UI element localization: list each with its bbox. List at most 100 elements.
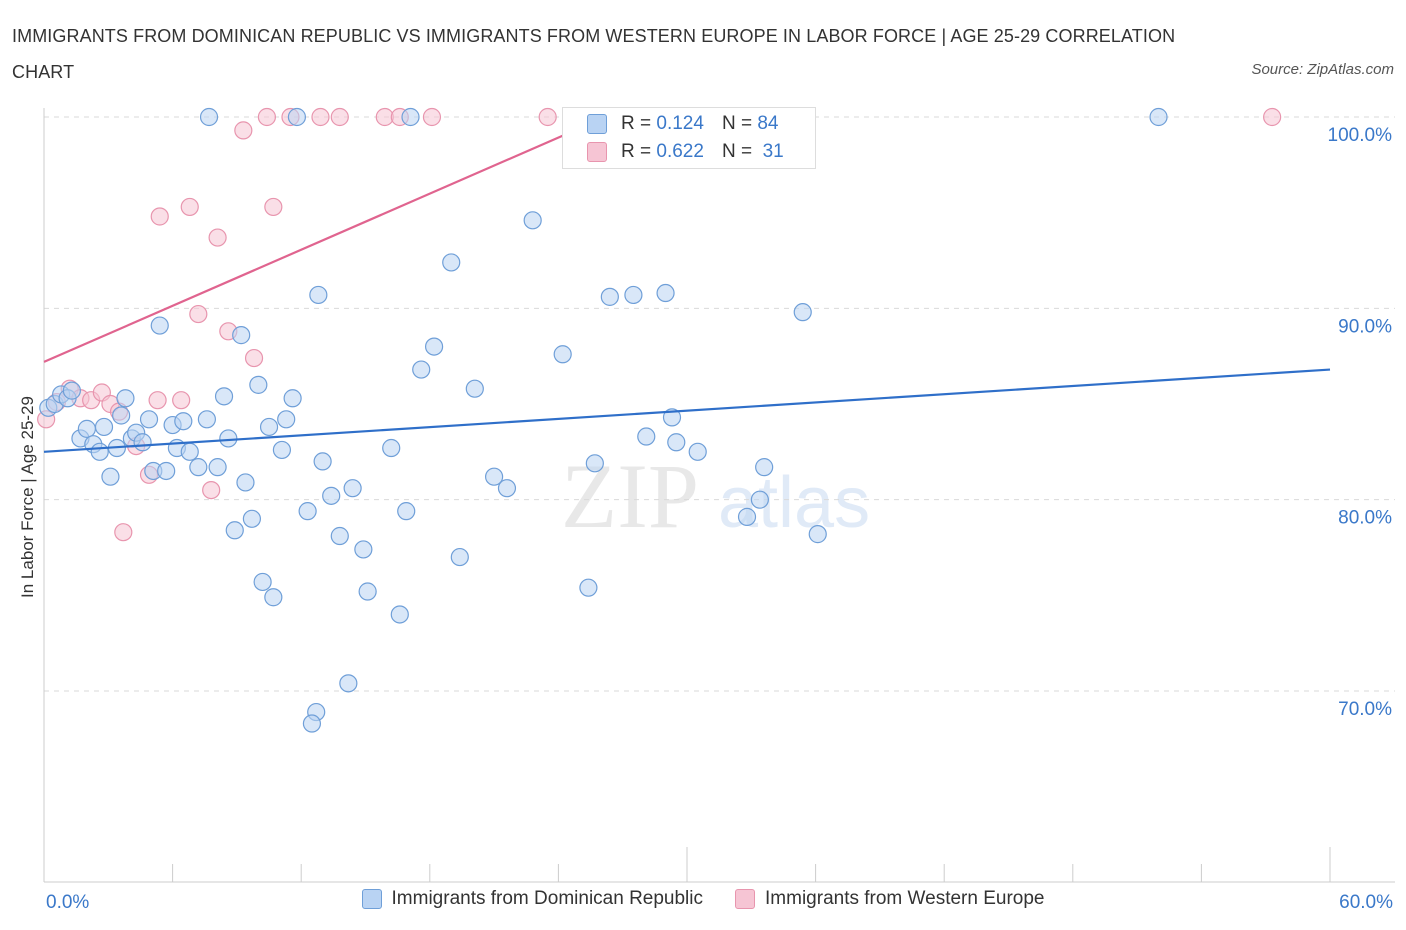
point-dominican bbox=[442, 253, 461, 272]
point-dominican bbox=[465, 379, 484, 398]
point-dominican bbox=[249, 375, 268, 394]
point-dominican bbox=[197, 410, 216, 429]
legend-swatch-dominican bbox=[587, 114, 607, 134]
point-dominican bbox=[313, 452, 332, 471]
point-dominican bbox=[112, 406, 131, 425]
point-dominican bbox=[189, 458, 208, 477]
point-dominican bbox=[90, 442, 109, 461]
point-dominican bbox=[424, 337, 444, 356]
point-dominican bbox=[302, 714, 322, 733]
point-dominican bbox=[579, 578, 598, 597]
point-western-europe bbox=[257, 107, 277, 127]
point-dominican bbox=[174, 412, 193, 431]
watermark: ZIP atlas bbox=[561, 445, 870, 547]
legend-swatch-western-europe bbox=[587, 142, 607, 162]
legend-row-western-europe: R = 0.622 N = 31 bbox=[587, 139, 784, 165]
legend-n-label: N = bbox=[721, 113, 753, 134]
legend-r-label: R = bbox=[621, 113, 652, 134]
point-dominican bbox=[667, 433, 686, 452]
legend-label-western-europe: Immigrants from Western Europe bbox=[765, 888, 1045, 909]
point-western-europe bbox=[189, 304, 208, 324]
point-dominican bbox=[401, 107, 420, 127]
legend-row-dominican: R = 0.124 N = 84 bbox=[587, 111, 778, 137]
series-legend: Immigrants from Dominican Republic Immig… bbox=[0, 888, 1406, 910]
point-dominican bbox=[553, 345, 572, 364]
point-dominican bbox=[225, 521, 244, 540]
point-dominican bbox=[382, 438, 401, 458]
point-dominican bbox=[808, 525, 827, 544]
trend-lines bbox=[43, 115, 1331, 453]
point-dominican bbox=[339, 674, 358, 693]
point-dominican bbox=[1149, 107, 1168, 127]
point-western-europe bbox=[538, 107, 557, 127]
chart-title: IMMIGRANTS FROM DOMINICAN REPUBLIC VS IM… bbox=[12, 26, 1176, 82]
point-dominican bbox=[523, 211, 542, 230]
y-tick-label: 100.0% bbox=[1328, 125, 1393, 146]
trend-line-dominican bbox=[43, 368, 1331, 453]
point-western-europe bbox=[244, 348, 264, 368]
point-dominican bbox=[253, 572, 272, 592]
x-tick-label: 60.0% bbox=[1339, 892, 1393, 913]
legend-item-western-europe: Immigrants from Western Europe bbox=[735, 888, 1044, 910]
point-dominican bbox=[755, 458, 774, 477]
point-dominican bbox=[150, 316, 169, 335]
point-dominican bbox=[287, 107, 307, 127]
point-western-europe bbox=[1263, 107, 1282, 127]
point-dominican bbox=[390, 605, 409, 624]
point-dominican bbox=[180, 442, 199, 461]
point-dominican bbox=[737, 507, 757, 526]
data-points bbox=[37, 107, 1282, 733]
point-dominican bbox=[793, 303, 812, 322]
y-tick-label: 90.0% bbox=[1338, 316, 1392, 337]
axes bbox=[43, 108, 1395, 883]
point-dominican bbox=[242, 509, 262, 528]
y-tick-label: 70.0% bbox=[1338, 699, 1392, 720]
point-dominican bbox=[343, 479, 362, 498]
point-dominican bbox=[688, 442, 707, 461]
legend-r-label: R = bbox=[621, 141, 652, 162]
point-western-europe bbox=[172, 391, 191, 410]
point-dominican bbox=[277, 410, 296, 429]
point-western-europe bbox=[150, 207, 169, 226]
point-dominican bbox=[236, 473, 255, 492]
y-tick-label: 80.0% bbox=[1338, 508, 1392, 529]
point-dominican bbox=[662, 408, 682, 427]
legend-r-value: 0.124 bbox=[656, 113, 704, 134]
point-dominican bbox=[397, 502, 416, 521]
point-dominican bbox=[62, 381, 81, 400]
point-dominican bbox=[116, 389, 135, 408]
point-dominican bbox=[412, 360, 431, 379]
legend-n-label: N = bbox=[721, 141, 753, 162]
source-label: Source: ZipAtlas.com bbox=[1251, 61, 1394, 78]
point-western-europe bbox=[264, 197, 283, 217]
point-dominican bbox=[637, 427, 656, 446]
point-dominican bbox=[133, 433, 152, 452]
point-dominican bbox=[259, 417, 279, 437]
grid-lines bbox=[44, 116, 1395, 692]
point-dominican bbox=[199, 107, 219, 127]
x-tick-label: 0.0% bbox=[46, 892, 89, 913]
point-dominican bbox=[358, 582, 377, 601]
point-dominican bbox=[272, 440, 292, 460]
legend-label-dominican: Immigrants from Dominican Republic bbox=[391, 888, 704, 909]
point-dominican bbox=[750, 490, 769, 509]
point-dominican bbox=[298, 502, 317, 521]
point-dominican bbox=[485, 467, 504, 486]
watermark-zip: ZIP bbox=[561, 445, 699, 547]
legend-n-value: 31 bbox=[762, 141, 784, 162]
point-dominican bbox=[624, 285, 643, 305]
point-dominican bbox=[450, 547, 469, 567]
point-western-europe bbox=[330, 107, 349, 127]
point-dominican bbox=[101, 467, 120, 486]
correlation-legend: R = 0.124 N = 84 R = 0.622 N = 31 bbox=[562, 107, 816, 169]
point-western-europe bbox=[148, 391, 167, 410]
legend-n-value: 84 bbox=[757, 113, 779, 134]
point-dominican bbox=[322, 486, 341, 505]
point-western-europe bbox=[234, 121, 253, 140]
legend-item-dominican: Immigrants from Dominican Republic bbox=[361, 888, 704, 910]
point-dominican bbox=[157, 461, 176, 481]
point-dominican bbox=[219, 429, 238, 448]
point-western-europe bbox=[422, 107, 442, 127]
point-dominican bbox=[94, 417, 114, 437]
